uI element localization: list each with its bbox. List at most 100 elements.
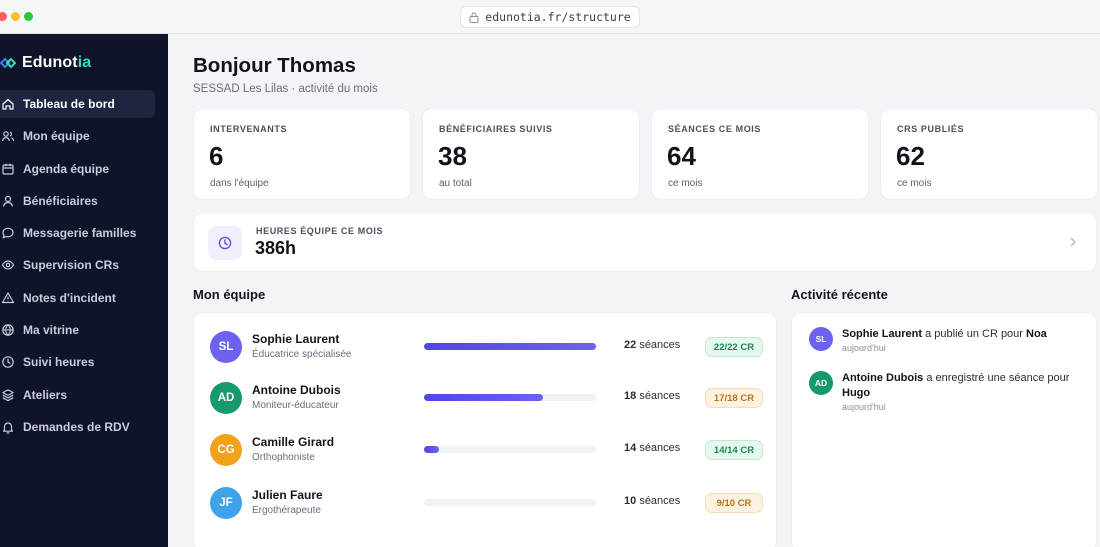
team-member-row[interactable]: CG Camille Girard Orthophoniste 14 séances 1… [194,430,778,470]
sessions-unit: séances [639,390,681,402]
stat-label: INTERVENANTS [210,124,288,134]
stat-label: SÉANCES CE MOIS [668,124,762,134]
sessions-progress-fill [424,343,596,350]
users-icon [0,129,15,143]
member-role: Éducatrice spécialisée [252,349,352,360]
sessions-unit: séances [639,495,681,507]
avatar: AD [210,382,242,414]
sidebar-item-demandes-de-rdv[interactable]: Demandes de RDV [0,413,168,441]
stat-label: CRS PUBLIÉS [897,124,965,134]
activity-target: Hugo [842,387,871,399]
hours-label: HEURES ÉQUIPE CE MOIS [256,226,384,236]
sessions-unit: séances [639,442,681,454]
sessions-progress-bar [424,394,596,401]
sidebar-item-messagerie-familles[interactable]: Messagerie familles [0,219,168,247]
sidebar-item-label: Mon équipe [23,129,90,144]
logo-text: Edunotia [22,54,92,71]
sidebar: Edunotia Tableau de bord Mon équipe Agenda… [0,34,168,547]
main-content: Bonjour Thomas SESSAD Les Lilas · activi… [168,34,1100,547]
hours-value: 386h [255,238,297,258]
sidebar-item-label: Notes d'incident [23,290,116,305]
sessions-progress-fill [424,446,440,453]
page-title: Bonjour Thomas [193,54,356,77]
member-sessions: 14 séances [624,442,680,454]
sessions-count: 10 [624,495,637,507]
sidebar-item-suivi-heures[interactable]: Suivi heures [0,348,168,376]
sessions-progress-bar [424,343,596,350]
calendar-icon [0,162,15,176]
minimize-window-button[interactable] [11,12,20,21]
layers-icon [0,388,15,402]
member-name: Camille Girard [252,435,335,449]
url-text: edunotia.fr/structure [485,10,631,24]
member-sessions: 10 séances [624,495,680,507]
member-role: Moniteur-éducateur [252,400,339,411]
chevron-right-icon[interactable] [1068,235,1078,249]
avatar: JF [210,487,242,519]
sidebar-item-label: Bénéficiaires [23,193,98,208]
sidebar-item-label: Demandes de RDV [23,419,130,434]
member-name: Sophie Laurent [252,332,340,346]
cr-status-badge: 9/10 CR [705,493,763,513]
sessions-unit: séances [639,339,681,351]
member-sessions: 18 séances [624,390,680,402]
team-member-row[interactable]: SL Sophie Laurent Éducatrice spécialisée 22… [194,327,778,367]
close-window-button[interactable] [0,12,7,21]
sidebar-item-beneficiaires[interactable]: Bénéficiaires [0,187,168,215]
sidebar-item-label: Suivi heures [23,355,95,370]
maximize-window-button[interactable] [24,12,33,21]
clock-icon [0,355,15,369]
member-role: Orthophoniste [252,452,315,463]
activity-action: a enregistré une séance pour [923,372,1070,384]
sidebar-item-supervision-crs[interactable]: Supervision CRs [0,251,168,279]
sidebar-item-label: Ma vitrine [23,323,80,338]
team-card: SL Sophie Laurent Éducatrice spécialisée 22… [193,312,777,547]
team-member-row[interactable]: JF Julien Faure Ergothérapeute 10 séances 9/… [194,483,778,523]
stat-value: 64 [667,141,696,171]
sidebar-item-notes-d-incident[interactable]: Notes d'incident [0,284,168,312]
sessions-progress-fill [424,394,543,401]
activity-actor: Antoine Dubois [842,372,924,384]
stat-value: 6 [209,141,224,171]
sidebar-item-ateliers[interactable]: Ateliers [0,381,168,409]
activity-time: aujourd'hui [842,343,886,353]
sessions-count: 18 [624,390,637,402]
warning-icon [0,291,15,305]
browser-chrome: edunotia.fr/structure [0,0,1100,34]
sessions-progress-bar [424,446,596,453]
sidebar-item-ma-vitrine[interactable]: Ma vitrine [0,316,168,344]
sessions-progress-bar [424,499,596,506]
activity-text: Antoine Dubois a enregistré une séance p… [842,371,1082,414]
member-sessions: 22 séances [624,339,680,351]
hours-card[interactable]: HEURES ÉQUIPE CE MOIS 386h [193,212,1097,272]
user-icon [0,194,15,208]
sidebar-item-mon-equipe[interactable]: Mon équipe [0,122,168,150]
address-bar[interactable]: edunotia.fr/structure [460,6,640,28]
sidebar-nav: Tableau de bord Mon équipe Agenda équipe Bé… [0,90,168,445]
activity-section-title: Activité récente [791,287,888,302]
sidebar-item-agenda-equipe[interactable]: Agenda équipe [0,155,168,183]
logo[interactable]: Edunotia [0,54,91,72]
sidebar-item-label: Messagerie familles [23,226,137,241]
sidebar-item-label: Supervision CRs [23,258,120,273]
lock-icon [469,12,479,23]
sidebar-item-tableau-de-bord[interactable]: Tableau de bord [0,90,155,118]
eye-icon [0,258,15,272]
team-member-row[interactable]: AD Antoine Dubois Moniteur-éducateur 18 séa… [194,378,778,418]
cr-status-badge: 22/22 CR [705,337,763,357]
stat-sub: ce mois [897,178,932,189]
stat-sub: dans l'équipe [210,178,269,189]
page-subtitle: SESSAD Les Lilas · activité du mois [193,83,378,95]
avatar: SL [210,331,242,363]
cr-status-badge: 17/18 CR [705,388,763,408]
avatar: AD [809,371,833,395]
stat-card-beneficiaires-suivis: BÉNÉFICIAIRES SUIVIS 38 au total [422,108,640,200]
member-name: Antoine Dubois [252,383,341,397]
stat-label: BÉNÉFICIAIRES SUIVIS [439,124,553,134]
team-section-title: Mon équipe [193,287,266,302]
clock-icon [208,226,242,260]
home-icon [0,97,15,111]
activity-card: SL Sophie Laurent a publié un CR pour Noa… [791,312,1097,547]
stat-sub: ce mois [668,178,703,189]
member-role: Ergothérapeute [252,505,321,516]
